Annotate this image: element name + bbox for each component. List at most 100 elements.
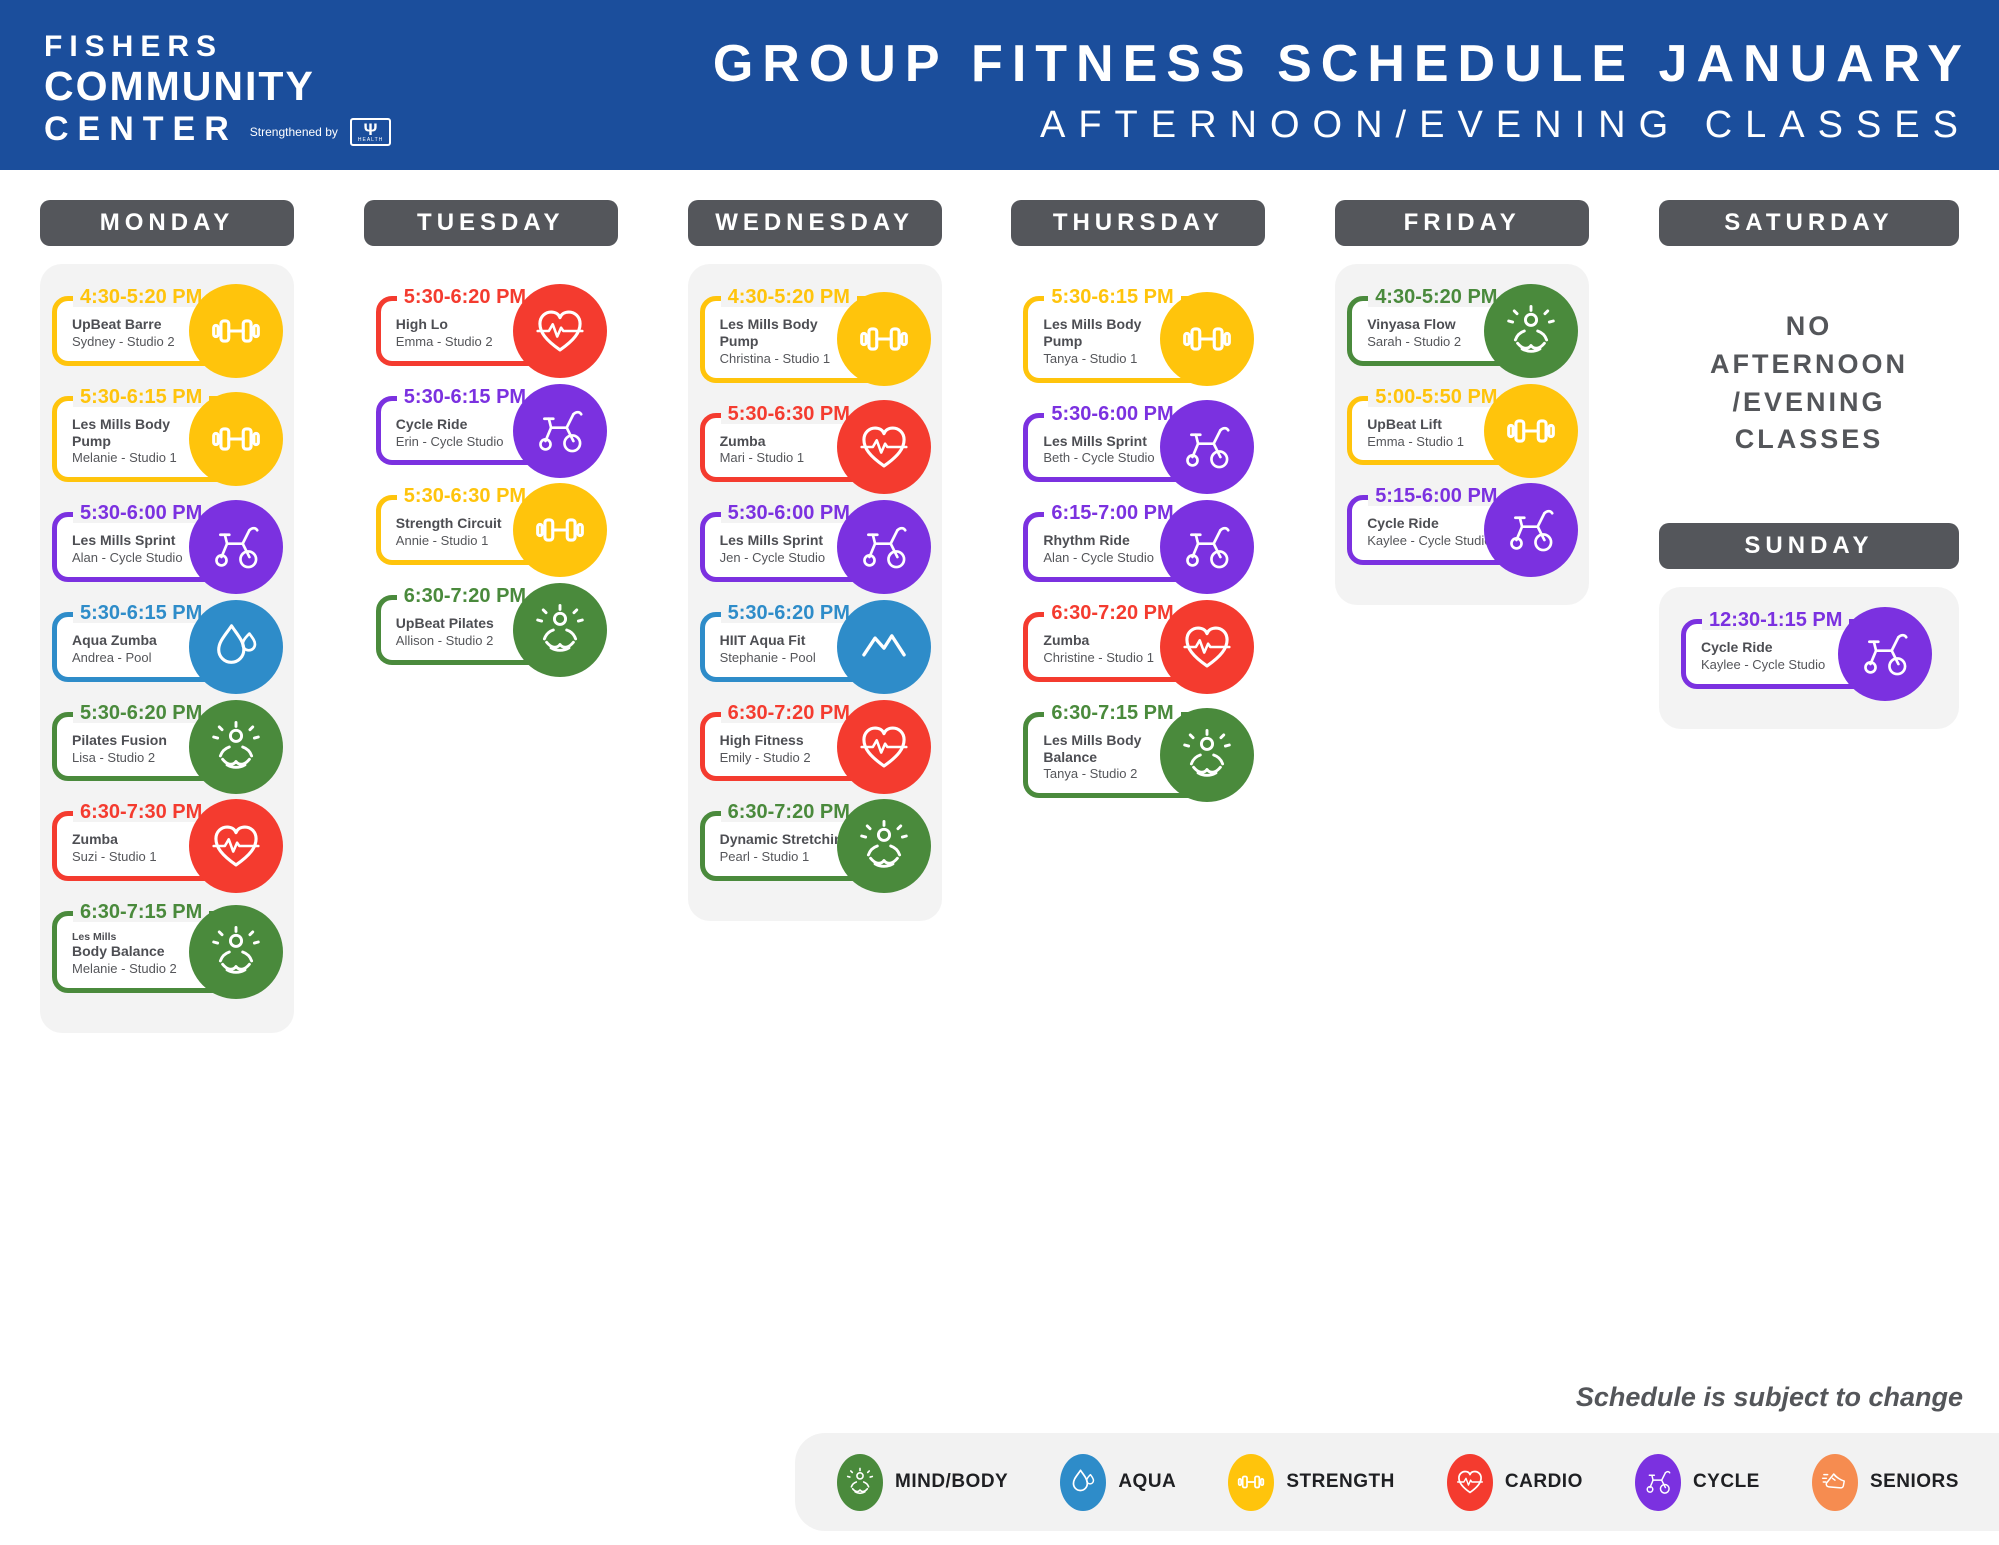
dumbbell-icon <box>1228 1453 1275 1511</box>
logo-line-community: COMMUNITY <box>44 62 315 109</box>
legend-item-mind-body: MIND/BODY <box>837 1453 1009 1511</box>
legend-item-cycle: CYCLE <box>1634 1453 1760 1511</box>
legend-label: MIND/BODY <box>895 1471 1009 1492</box>
day-cards: 5:30-6:20 PM High Lo Emma - Studio 2 5:30-6… <box>364 264 618 705</box>
class-name: Aqua Zumba <box>72 632 157 648</box>
class-instructor-location: Tanya - Studio 2 <box>1043 766 1138 782</box>
class-name: Les Mills Sprint <box>72 532 176 549</box>
legend-label: AQUA <box>1118 1471 1177 1492</box>
iu-trident-icon: Ψ <box>363 119 378 139</box>
day-column-tuesday: TUESDAY 5:30-6:20 PM High Lo Emma - Studio … <box>363 200 618 705</box>
dumbbell-icon <box>836 292 931 387</box>
fishers-community-center-logo: FISHERS COMMUNITY CENTER Strengthened by… <box>0 0 392 170</box>
class-card: 5:15-6:00 PM Cycle Ride Kaylee - Cycle Stu… <box>1347 483 1579 578</box>
class-time: 6:30-7:20 PM <box>396 586 534 607</box>
dumbbell-icon <box>189 283 283 378</box>
class-name: UpBeat Pilates <box>395 615 494 632</box>
water-drop-icon <box>1060 1453 1107 1511</box>
class-time: 6:15-7:00 PM <box>1044 503 1181 524</box>
meditation-icon <box>512 583 607 678</box>
class-instructor-location: Emma - Studio 1 <box>1367 433 1465 449</box>
day-header-saturday: SATURDAY <box>1658 200 1959 246</box>
class-instructor-location: Christina - Studio 1 <box>719 350 831 366</box>
class-name: Les Mills Body Pump <box>1043 316 1142 349</box>
heart-pulse-icon <box>836 400 931 495</box>
class-card: 5:30-6:15 PM Les Mills Body Pump Tanya - S… <box>1023 287 1255 387</box>
class-name: Les Mills Sprint <box>719 532 824 549</box>
class-time: 5:30-6:15 PM <box>1044 287 1181 307</box>
class-time: 5:15-6:00 PM <box>1368 486 1505 507</box>
day-column-wednesday: WEDNESDAY 4:30-5:20 PM Les Mills Body Pump… <box>687 200 942 922</box>
class-instructor-location: Alan - Cycle Studio <box>72 550 183 566</box>
meditation-icon <box>836 799 931 894</box>
day-header-monday: MONDAY <box>40 200 294 246</box>
iu-health-logo: Ψ HEALTH <box>349 117 392 146</box>
class-card: 5:30-6:20 PM HIIT Aqua Fit Stephanie - Poo… <box>699 599 931 694</box>
class-card: 5:30-6:15 PM Aqua Zumba Andrea - Pool <box>52 599 283 694</box>
class-name: High Lo <box>395 316 448 332</box>
day-header-tuesday: TUESDAY <box>363 200 618 246</box>
class-name-prefix: Les Mills <box>72 931 117 944</box>
class-card: 5:30-6:15 PM Cycle Ride Erin - Cycle Studi… <box>375 383 607 478</box>
class-card: 5:30-6:20 PM Pilates Fusion Lisa - Studio … <box>52 699 283 794</box>
class-instructor-location: Lisa - Studio 2 <box>72 749 156 765</box>
spin-bike-icon <box>1160 500 1255 595</box>
class-time: 4:30-5:20 PM <box>720 287 857 307</box>
class-name: Dynamic Stretching <box>719 831 852 848</box>
class-instructor-location: Sydney - Studio 2 <box>72 333 175 349</box>
meditation-icon <box>189 905 283 1000</box>
dumbbell-icon <box>1484 383 1579 478</box>
class-name: UpBeat Barre <box>72 316 162 332</box>
class-time: 6:30-7:20 PM <box>1044 603 1181 623</box>
class-instructor-location: Melanie - Studio 2 <box>72 961 177 976</box>
class-name: Pilates Fusion <box>72 731 167 748</box>
legend-label: SENIORS <box>1869 1471 1959 1492</box>
iu-health-label: HEALTH <box>357 136 384 143</box>
class-instructor-location: Suzi - Studio 1 <box>72 849 157 865</box>
class-name: Les Mills Body Pump <box>719 316 818 349</box>
day-column-saturday: SATURDAY NO AFTERNOON /EVENING CLASSES SUN… <box>1658 200 1959 729</box>
legend-item-seniors: SENIORS <box>1811 1453 1959 1511</box>
dumbbell-icon <box>189 392 283 486</box>
class-time: 5:30-6:15 PM <box>73 386 210 407</box>
class-card: 6:30-7:15 PM Les Mills Body Balance Tanya … <box>1023 702 1255 802</box>
wave-peaks-icon <box>836 599 931 694</box>
class-card: 4:30-5:20 PM Vinyasa Flow Sarah - Studio 2 <box>1347 283 1579 378</box>
class-instructor-location: Annie - Studio 1 <box>395 533 489 549</box>
class-time: 6:30-7:20 PM <box>720 802 857 823</box>
day-cards: 4:30-5:20 PM Vinyasa Flow Sarah - Studio 2… <box>1335 264 1590 606</box>
heart-pulse-icon <box>836 699 931 794</box>
class-time: 12:30-1:15 PM <box>1701 610 1850 631</box>
class-name: Les Mills Body Pump <box>72 415 171 449</box>
class-time: 4:30-5:20 PM <box>73 287 210 307</box>
class-time: 5:30-6:20 PM <box>396 287 534 307</box>
class-card: 5:00-5:50 PM UpBeat Lift Emma - Studio 1 <box>1347 383 1579 478</box>
class-instructor-location: Sarah - Studio 2 <box>1367 333 1462 349</box>
spin-bike-icon <box>1634 1453 1681 1511</box>
day-column-thursday: THURSDAY 5:30-6:15 PM Les Mills Body Pump T… <box>1011 200 1266 838</box>
class-time: 5:30-6:30 PM <box>720 403 857 424</box>
class-instructor-location: Kaylee - Cycle Studio <box>1700 656 1826 672</box>
dumbbell-icon <box>512 483 607 578</box>
class-card: 5:30-6:00 PM Les Mills Sprint Beth - Cycle… <box>1023 400 1255 495</box>
class-card: 5:30-6:00 PM Les Mills Sprint Alan - Cycle… <box>52 500 283 595</box>
page-header: FISHERS COMMUNITY CENTER Strengthened by… <box>0 0 1999 170</box>
class-name: High Fitness <box>719 731 804 748</box>
class-time: 5:30-6:00 PM <box>720 503 857 524</box>
spin-bike-icon <box>189 500 283 595</box>
class-time: 5:30-6:00 PM <box>73 503 210 524</box>
class-card: 6:30-7:20 PM Dynamic Stretching Pearl - St… <box>699 799 931 894</box>
day-header-sunday: SUNDAY <box>1658 523 1959 570</box>
class-card: 6:15-7:00 PM Rhythm Ride Alan - Cycle Stud… <box>1023 500 1255 595</box>
meditation-icon <box>1484 283 1579 378</box>
class-time: 6:30-7:30 PM <box>73 802 210 823</box>
class-card: 5:30-6:30 PM Strength Circuit Annie - Stud… <box>375 483 607 578</box>
class-time: 5:30-6:15 PM <box>396 386 534 407</box>
class-name: Cycle Ride <box>395 415 468 432</box>
meditation-icon <box>1160 708 1255 802</box>
class-card: 12:30-1:15 PM Cycle Ride Kaylee - Cycle St… <box>1680 607 1932 702</box>
class-name: Vinyasa Flow <box>1367 316 1456 332</box>
class-card: 5:30-6:15 PM Les Mills Body Pump Melanie -… <box>52 386 283 486</box>
class-instructor-location: Alan - Cycle Studio <box>1043 550 1154 566</box>
class-instructor-location: Tanya - Studio 1 <box>1043 350 1138 366</box>
